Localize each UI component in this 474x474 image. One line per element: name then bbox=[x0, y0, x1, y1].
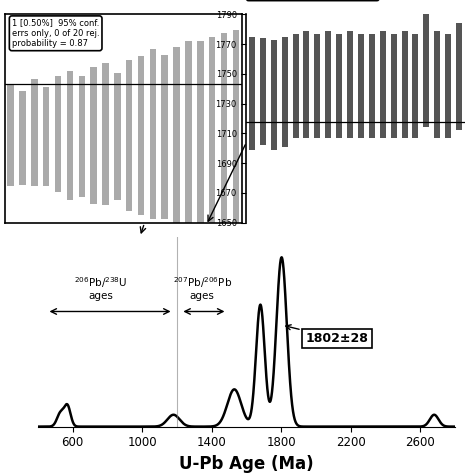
Bar bbox=[209, 37, 215, 234]
Bar bbox=[271, 39, 277, 150]
Bar bbox=[456, 23, 462, 130]
Bar bbox=[358, 34, 364, 138]
Bar bbox=[162, 55, 168, 219]
Bar bbox=[79, 76, 85, 197]
Bar bbox=[8, 84, 14, 186]
Bar bbox=[336, 34, 342, 138]
Text: 1802±28: 1802±28 bbox=[286, 325, 368, 345]
Bar bbox=[19, 91, 26, 185]
Bar bbox=[67, 71, 73, 200]
Bar bbox=[197, 41, 203, 232]
Bar bbox=[391, 34, 397, 138]
Bar bbox=[314, 34, 320, 138]
Bar bbox=[434, 31, 440, 138]
Bar bbox=[325, 31, 331, 138]
Bar bbox=[31, 79, 37, 186]
Bar bbox=[233, 30, 239, 243]
Bar bbox=[380, 31, 386, 138]
Bar bbox=[138, 56, 144, 215]
Text: $^{206}$Pb/$^{238}$U
ages: $^{206}$Pb/$^{238}$U ages bbox=[74, 275, 127, 301]
Bar bbox=[260, 38, 266, 146]
Bar bbox=[185, 41, 191, 227]
Bar bbox=[221, 33, 227, 235]
Bar bbox=[91, 67, 97, 204]
Bar bbox=[412, 34, 419, 138]
Bar bbox=[423, 14, 429, 128]
Bar bbox=[114, 73, 120, 200]
Bar bbox=[55, 76, 61, 192]
Bar bbox=[173, 46, 180, 224]
X-axis label: U-Pb Age (Ma): U-Pb Age (Ma) bbox=[179, 455, 314, 473]
Text: $^{207}$Pb/$^{206}$Pb
ages: $^{207}$Pb/$^{206}$Pb ages bbox=[173, 275, 232, 301]
Bar bbox=[401, 31, 408, 138]
Bar bbox=[369, 34, 375, 138]
Bar bbox=[102, 63, 109, 205]
Bar bbox=[347, 31, 353, 138]
Bar bbox=[292, 34, 299, 138]
Bar bbox=[150, 49, 156, 219]
Text: 1 [0.50%]  95% conf.
errs only, 0 of 20 rej.
probability = 0.87: 1 [0.50%] 95% conf. errs only, 0 of 20 r… bbox=[12, 18, 100, 48]
Bar bbox=[303, 31, 310, 138]
Bar bbox=[282, 36, 288, 147]
Bar bbox=[43, 87, 49, 186]
Bar bbox=[249, 36, 255, 150]
Bar bbox=[126, 60, 132, 210]
Bar bbox=[445, 34, 451, 138]
